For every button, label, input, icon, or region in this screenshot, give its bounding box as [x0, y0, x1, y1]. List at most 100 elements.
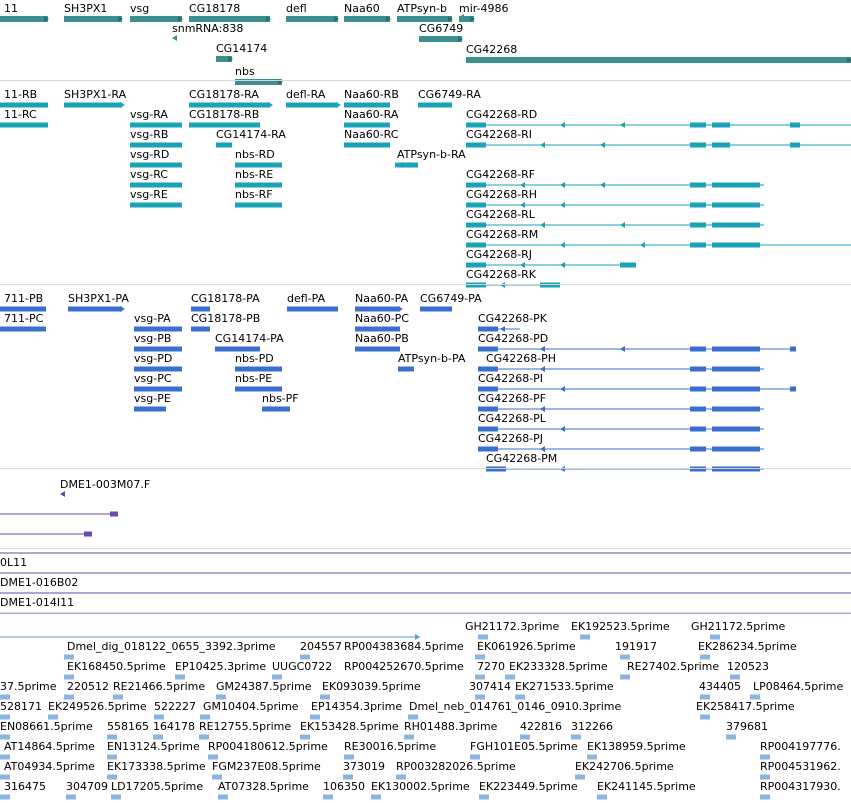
exon[interactable]: [479, 794, 489, 800]
feature-label[interactable]: RE12755.5prime: [199, 720, 292, 733]
feature-label[interactable]: ATPsyn-b-PA: [398, 352, 466, 365]
feature-label[interactable]: RP003282026.5prime: [396, 760, 516, 773]
exon[interactable]: [396, 774, 406, 780]
feature-label[interactable]: EK192523.5prime: [571, 620, 670, 633]
exon[interactable]: [208, 754, 218, 760]
feature-label[interactable]: CG42268-PJ: [478, 432, 544, 445]
exon[interactable]: [130, 142, 182, 148]
feature-label[interactable]: ATPsyn-b-RA: [397, 148, 466, 161]
feature-label[interactable]: EN08661.5prime: [0, 720, 93, 733]
intron-line[interactable]: [466, 284, 560, 286]
feature-label[interactable]: EN13124.5prime: [107, 740, 200, 753]
exon[interactable]: [200, 714, 210, 720]
exon[interactable]: [113, 694, 123, 700]
intron-line[interactable]: [0, 572, 851, 574]
exon[interactable]: [790, 386, 796, 392]
exon[interactable]: [0, 326, 46, 332]
feature-label[interactable]: DME1-014I11: [0, 596, 75, 609]
exon[interactable]: [286, 102, 338, 108]
feature-label[interactable]: EP14354.3prime: [311, 700, 403, 713]
exon[interactable]: [300, 734, 310, 740]
exon[interactable]: [790, 142, 800, 148]
exon[interactable]: [597, 794, 607, 800]
feature-label[interactable]: Naa60-PA: [355, 292, 409, 305]
feature-label[interactable]: GH21172.3prime: [465, 620, 560, 633]
exon[interactable]: [760, 774, 770, 780]
exon[interactable]: [466, 182, 486, 188]
exon[interactable]: [760, 794, 770, 800]
exon[interactable]: [466, 262, 486, 268]
exon[interactable]: [478, 634, 488, 640]
feature-label[interactable]: CG42268-PM: [486, 452, 558, 465]
exon[interactable]: [620, 262, 636, 268]
exon[interactable]: [466, 142, 486, 148]
exon[interactable]: [130, 182, 182, 188]
exon[interactable]: [620, 654, 630, 660]
exon[interactable]: [404, 734, 414, 740]
feature-label[interactable]: 106350: [323, 780, 365, 793]
feature-label[interactable]: CG42268-RD: [466, 108, 538, 121]
intron-line[interactable]: [478, 388, 796, 390]
feature-label[interactable]: DME1-016B02: [0, 576, 79, 589]
exon[interactable]: [475, 674, 485, 680]
feature-label[interactable]: nbs-RE: [235, 168, 274, 181]
feature-label[interactable]: CG18178-PA: [191, 292, 260, 305]
intron-line[interactable]: [466, 144, 851, 146]
exon[interactable]: [300, 654, 310, 660]
exon[interactable]: [68, 306, 122, 312]
exon[interactable]: [712, 366, 760, 372]
exon[interactable]: [459, 16, 474, 22]
exon[interactable]: [397, 16, 452, 22]
exon[interactable]: [712, 202, 760, 208]
exon[interactable]: [486, 466, 506, 472]
exon[interactable]: [355, 326, 400, 332]
exon[interactable]: [64, 102, 122, 108]
exon[interactable]: [344, 142, 390, 148]
exon[interactable]: [690, 182, 706, 188]
feature-label[interactable]: 220512: [67, 680, 109, 693]
exon[interactable]: [154, 714, 164, 720]
intron-line[interactable]: [0, 513, 118, 515]
feature-label[interactable]: 316475: [4, 780, 46, 793]
exon[interactable]: [216, 56, 232, 62]
feature-label[interactable]: SH3PX1-PA: [68, 292, 129, 305]
feature-label[interactable]: EK093039.5prime: [322, 680, 421, 693]
intron-line[interactable]: [466, 244, 851, 246]
exon[interactable]: [730, 674, 740, 680]
intron-line[interactable]: [466, 264, 636, 266]
exon[interactable]: [712, 142, 730, 148]
feature-label[interactable]: GM10404.5prime: [203, 700, 299, 713]
exon[interactable]: [0, 794, 10, 800]
exon[interactable]: [575, 774, 585, 780]
feature-label[interactable]: RP004383684.5prime: [344, 640, 464, 653]
exon[interactable]: [398, 366, 414, 372]
exon[interactable]: [712, 426, 760, 432]
feature-label[interactable]: vsg-RE: [130, 188, 168, 201]
exon[interactable]: [690, 346, 706, 352]
feature-label[interactable]: nbs-RD: [235, 148, 275, 161]
exon[interactable]: [505, 674, 515, 680]
feature-label[interactable]: Naa60-RB: [344, 88, 399, 101]
intron-line[interactable]: [478, 328, 520, 330]
exon[interactable]: [175, 674, 185, 680]
feature-label[interactable]: CG18178: [189, 2, 241, 15]
intron-line[interactable]: [478, 428, 764, 430]
feature-label[interactable]: Naa60: [344, 2, 380, 15]
feature-label[interactable]: LP08464.5prime: [753, 680, 844, 693]
exon[interactable]: [107, 754, 117, 760]
feature-label[interactable]: CG42268-RH: [466, 188, 538, 201]
feature-label[interactable]: CG42268-PL: [478, 412, 546, 425]
intron-line[interactable]: [478, 348, 796, 350]
feature-label[interactable]: AT14864.5prime: [4, 740, 95, 753]
feature-label[interactable]: SH3PX1: [64, 2, 108, 15]
intron-line[interactable]: [486, 468, 764, 470]
feature-label[interactable]: vsg-PA: [134, 312, 171, 325]
exon[interactable]: [690, 406, 706, 412]
exon[interactable]: [130, 162, 182, 168]
exon[interactable]: [690, 122, 706, 128]
exon[interactable]: [712, 122, 730, 128]
feature-label[interactable]: CG14174-RA: [216, 128, 286, 141]
feature-label[interactable]: CG6749-PA: [420, 292, 482, 305]
feature-label[interactable]: CG42268-RL: [466, 208, 535, 221]
exon[interactable]: [478, 386, 498, 392]
